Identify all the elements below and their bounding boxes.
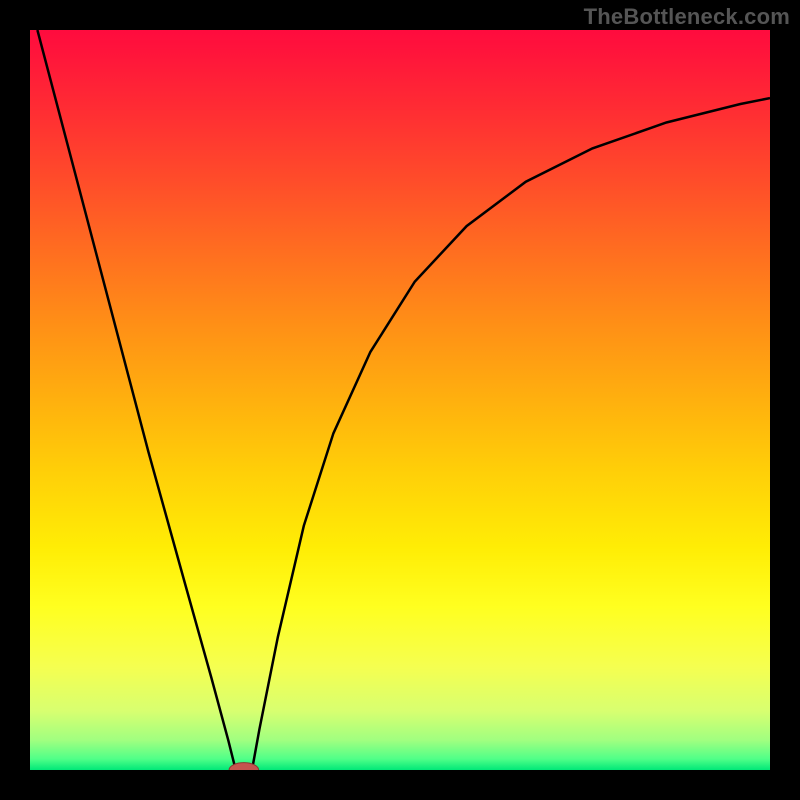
curve-left-branch [37,30,235,770]
curve-overlay [30,30,770,770]
chart-container: TheBottleneck.com [0,0,800,800]
plot-area [30,30,770,770]
curve-right-branch [252,98,770,770]
watermark-text: TheBottleneck.com [584,4,790,30]
